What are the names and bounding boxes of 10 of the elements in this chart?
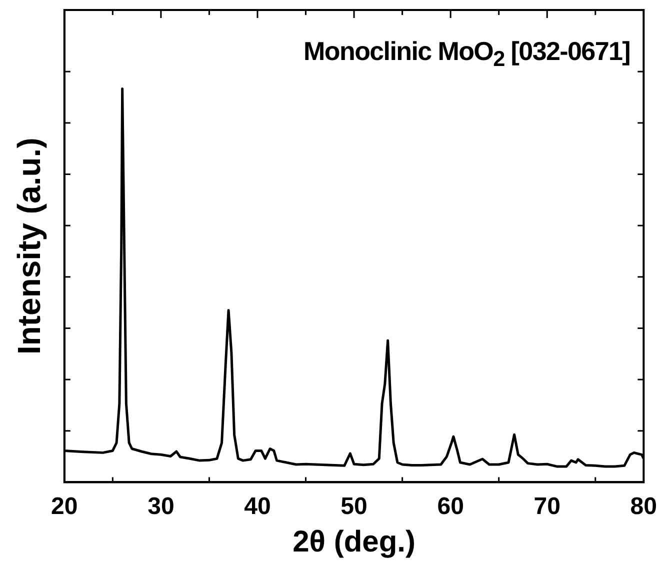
text: Monoclinic MoO$_{2}$ [032-0671] — [304, 36, 630, 72]
x-tick-label: 70 — [534, 493, 560, 520]
x-axis-title: 2θ (deg.) — [292, 525, 416, 558]
y-axis-title: Intensity (a.u.) — [11, 138, 48, 355]
x-tick-label: 30 — [148, 493, 174, 520]
x-tick-label: 80 — [630, 493, 658, 520]
x-tick-label: 60 — [437, 493, 464, 520]
x-tick-label: 40 — [244, 493, 271, 520]
x-tick-label: 50 — [340, 493, 368, 520]
x-tick-label: 20 — [51, 493, 78, 520]
